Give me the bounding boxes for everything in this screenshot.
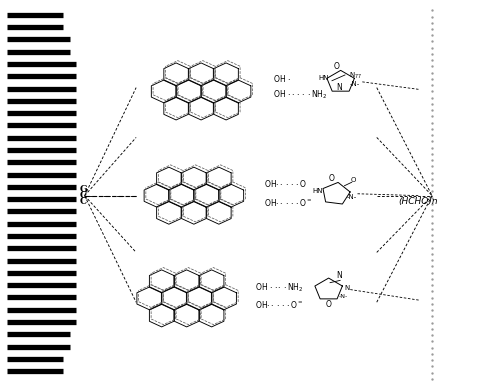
Text: G: G xyxy=(80,185,88,195)
Text: N: N xyxy=(345,285,350,291)
Text: O: O xyxy=(333,63,339,71)
Text: C: C xyxy=(80,191,87,200)
Text: N: N xyxy=(336,271,342,280)
Text: O: O xyxy=(350,177,356,183)
Text: OH $\cdot$ $\cdot\cdot\cdot$NH$_2$: OH $\cdot$ $\cdot\cdot\cdot$NH$_2$ xyxy=(255,282,303,294)
Text: OH$\cdot\cdot\cdot\cdot\cdot$O$^{=}$: OH$\cdot\cdot\cdot\cdot\cdot$O$^{=}$ xyxy=(264,197,313,208)
Text: N$_{77}$: N$_{77}$ xyxy=(348,71,362,81)
Text: HN: HN xyxy=(313,188,323,195)
Text: -N-: -N- xyxy=(350,81,360,87)
Text: -N-: -N- xyxy=(338,294,348,299)
Text: O: O xyxy=(326,300,332,309)
Text: C: C xyxy=(80,197,87,206)
Text: O: O xyxy=(329,174,334,183)
Text: OH $\cdot\cdot\cdot\cdot\cdot$NH$_2$: OH $\cdot\cdot\cdot\cdot\cdot$NH$_2$ xyxy=(273,88,328,101)
Text: (HCHO)n: (HCHO)n xyxy=(398,197,438,206)
Text: OH$\cdot\cdot\cdot\cdot\cdot$O: OH$\cdot\cdot\cdot\cdot\cdot$O xyxy=(264,178,307,189)
Text: N: N xyxy=(336,83,342,92)
Text: HN: HN xyxy=(318,75,329,81)
Text: OH$\cdot\cdot\cdot\cdot\cdot$O$^{=}$: OH$\cdot\cdot\cdot\cdot\cdot$O$^{=}$ xyxy=(255,299,304,310)
Text: OH $\cdot$: OH $\cdot$ xyxy=(273,73,291,83)
Text: -N-: -N- xyxy=(347,194,357,200)
